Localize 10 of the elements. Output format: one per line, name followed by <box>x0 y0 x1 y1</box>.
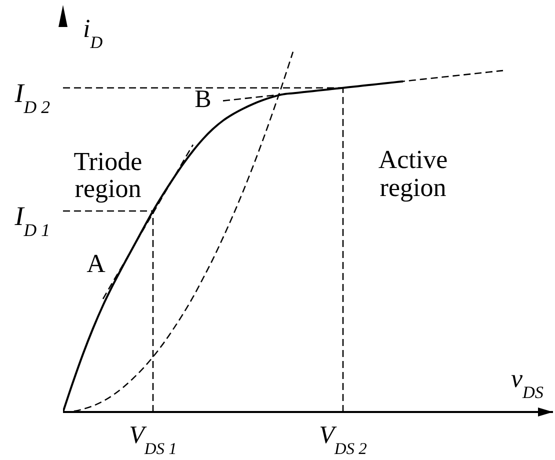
y-axis-title: i$_{D}$ <box>83 14 104 52</box>
annotation: Active region <box>378 145 448 202</box>
x-axis-title: v$_{DS}$ <box>511 364 544 402</box>
annotation: B <box>194 86 212 113</box>
annotation: A <box>86 249 106 278</box>
x-tick-label: V$_{DS 1}$ <box>129 422 177 458</box>
annotation: Triode region <box>74 147 142 203</box>
x-tick-label: V$_{DS 2}$ <box>319 422 367 458</box>
ref-line-label: I$_{D 2}$ <box>14 78 50 118</box>
ref-line-label: I$_{D 1}$ <box>14 201 50 240</box>
